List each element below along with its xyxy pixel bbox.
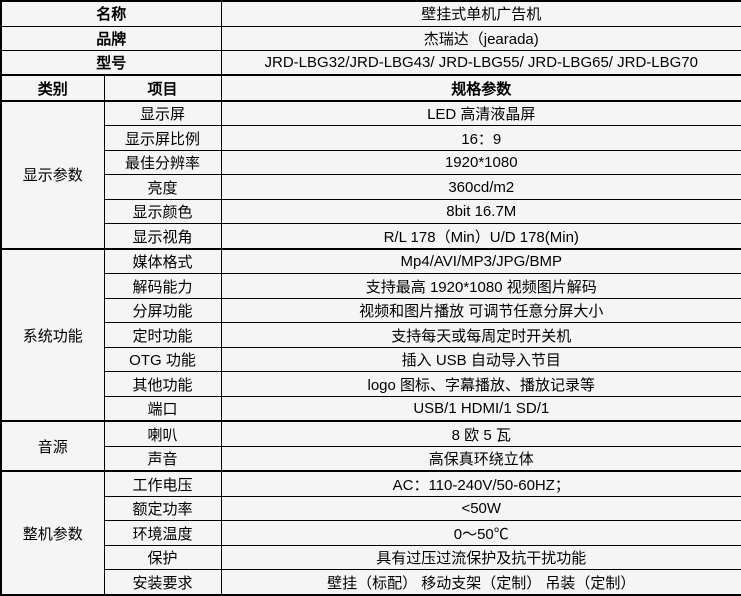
name-label: 名称 xyxy=(0,0,222,27)
item-cell: 显示屏比例 xyxy=(103,125,222,151)
item-cell: 分屏功能 xyxy=(103,297,222,324)
spec-cell: 具有过压过流保护及抗干扰功能 xyxy=(220,544,741,571)
table-row: 额定功率 <50W xyxy=(1,495,741,522)
spec-cell: 支持最高 1920*1080 视频图片解码 xyxy=(220,273,741,299)
header-row: 类别 项目 规格参数 xyxy=(0,74,741,102)
item-cell: 其他功能 xyxy=(103,371,222,397)
spec-cell: 360cd/m2 xyxy=(220,174,741,200)
table-row: 显示参数 显示屏 LED 高清液晶屏 xyxy=(0,99,741,250)
item-cell: 显示颜色 xyxy=(103,198,222,225)
table-row: 最佳分辨率 1920*1080 xyxy=(1,149,741,176)
header-item: 项目 xyxy=(103,74,222,102)
item-cell: 工作电压 xyxy=(103,470,222,497)
spec-cell: Mp4/AVI/MP3/JPG/BMP xyxy=(220,247,741,275)
model-label: 型号 xyxy=(0,49,222,76)
spec-cell: 16：9 xyxy=(220,125,741,151)
item-cell: 亮度 xyxy=(103,174,222,200)
item-cell: 定时功能 xyxy=(103,322,222,348)
brand-label: 品牌 xyxy=(0,25,222,51)
table-row: 其他功能 logo 图标、字幕播放、播放记录等 xyxy=(1,371,741,397)
item-cell: 媒体格式 xyxy=(103,247,222,275)
table-row: OTG 功能 插入 USB 自动导入节目 xyxy=(1,346,741,373)
item-cell: 端口 xyxy=(103,395,222,422)
spec-cell: <50W xyxy=(220,495,741,522)
table-row: 定时功能 支持每天或每周定时开关机 xyxy=(1,322,741,348)
table-row: 显示颜色 8bit 16.7M xyxy=(1,198,741,225)
item-cell: 保护 xyxy=(103,544,222,571)
table-row: 名称 壁挂式单机广告机 xyxy=(0,0,741,27)
spec-cell: R/L 178（Min）U/D 178(Min) xyxy=(220,223,741,250)
table-row: 显示视角 R/L 178（Min）U/D 178(Min) xyxy=(1,223,741,250)
spec-cell: 插入 USB 自动导入节目 xyxy=(220,346,741,373)
spec-cell: 壁挂（标配） 移动支架（定制） 吊装（定制） xyxy=(220,569,741,596)
spec-cell: USB/1 HDMI/1 SD/1 xyxy=(220,395,741,422)
table-row: 显示屏比例 16：9 xyxy=(1,125,741,151)
spec-cell: LED 高清液晶屏 xyxy=(220,99,741,127)
brand-value: 杰瑞达（jearada) xyxy=(220,25,741,51)
spec-cell: 视频和图片播放 可调节任意分屏大小 xyxy=(220,297,741,324)
section-category-system: 系统功能 xyxy=(0,247,105,422)
item-cell: 安装要求 xyxy=(103,569,222,596)
item-cell: 显示视角 xyxy=(103,223,222,250)
table-row: 声音 高保真环绕立体 xyxy=(1,445,741,472)
spec-cell: 0～50℃ xyxy=(220,520,741,546)
table-row: 音源 喇叭 8 欧 5 瓦 xyxy=(0,420,741,472)
table-row: 端口 USB/1 HDMI/1 SD/1 xyxy=(1,395,741,422)
table-row: 型号 JRD-LBG32/JRD-LBG43/ JRD-LBG55/ JRD-L… xyxy=(0,49,741,76)
item-cell: 喇叭 xyxy=(103,420,222,447)
table-row: 系统功能 媒体格式 Mp4/AVI/MP3/JPG/BMP xyxy=(0,247,741,422)
spec-cell: 8bit 16.7M xyxy=(220,198,741,225)
table-row: 分屏功能 视频和图片播放 可调节任意分屏大小 xyxy=(1,297,741,324)
section-category-display: 显示参数 xyxy=(0,99,105,250)
item-cell: 显示屏 xyxy=(103,99,222,127)
item-cell: 额定功率 xyxy=(103,495,222,522)
section-category-machine: 整机参数 xyxy=(0,470,105,596)
item-cell: 声音 xyxy=(103,445,222,472)
spec-cell: AC：110-240V/50-60HZ； xyxy=(220,470,741,497)
table-row: 整机参数 工作电压 AC：110-240V/50-60HZ； xyxy=(0,470,741,596)
table-row: 解码能力 支持最高 1920*1080 视频图片解码 xyxy=(1,273,741,299)
name-value: 壁挂式单机广告机 xyxy=(220,0,741,27)
item-cell: 解码能力 xyxy=(103,273,222,299)
spec-cell: 支持每天或每周定时开关机 xyxy=(220,322,741,348)
section-category-audio: 音源 xyxy=(0,420,105,472)
table-row: 亮度 360cd/m2 xyxy=(1,174,741,200)
model-value: JRD-LBG32/JRD-LBG43/ JRD-LBG55/ JRD-LBG6… xyxy=(220,49,741,76)
table-row: 安装要求 壁挂（标配） 移动支架（定制） 吊装（定制） xyxy=(1,569,741,596)
header-category: 类别 xyxy=(0,74,105,102)
spec-cell: 8 欧 5 瓦 xyxy=(220,420,741,447)
item-cell: 最佳分辨率 xyxy=(103,149,222,176)
spec-cell: logo 图标、字幕播放、播放记录等 xyxy=(220,371,741,397)
table-row: 品牌 杰瑞达（jearada) xyxy=(0,25,741,51)
spec-cell: 高保真环绕立体 xyxy=(220,445,741,472)
spec-cell: 1920*1080 xyxy=(220,149,741,176)
item-cell: OTG 功能 xyxy=(103,346,222,373)
table-row: 保护 具有过压过流保护及抗干扰功能 xyxy=(1,544,741,571)
item-cell: 环境温度 xyxy=(103,520,222,546)
table-row: 环境温度 0～50℃ xyxy=(1,520,741,546)
header-spec: 规格参数 xyxy=(220,74,741,102)
